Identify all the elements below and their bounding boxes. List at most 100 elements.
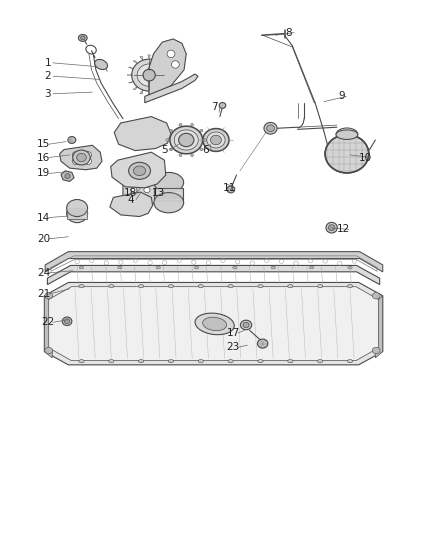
Ellipse shape [211,135,221,145]
Ellipse shape [258,339,268,348]
Polygon shape [61,171,74,181]
Ellipse shape [179,124,182,126]
Polygon shape [155,90,159,94]
Ellipse shape [79,285,84,288]
Ellipse shape [174,130,198,150]
Ellipse shape [288,285,293,288]
Ellipse shape [195,313,234,335]
Polygon shape [133,86,138,90]
Text: 6: 6 [203,144,209,155]
Polygon shape [128,67,134,69]
Polygon shape [148,39,186,96]
Ellipse shape [79,266,84,269]
Ellipse shape [203,317,226,330]
Polygon shape [49,287,378,361]
Text: 21: 21 [37,289,50,299]
Polygon shape [161,86,165,90]
Polygon shape [145,74,198,103]
Ellipse shape [318,285,323,288]
Ellipse shape [168,285,173,288]
Ellipse shape [267,125,275,132]
Ellipse shape [67,204,88,223]
Ellipse shape [191,124,194,126]
Ellipse shape [138,285,144,288]
Text: 16: 16 [37,152,50,163]
Ellipse shape [326,222,337,233]
Text: 10: 10 [359,152,372,163]
Ellipse shape [134,166,146,175]
Ellipse shape [258,360,263,363]
Ellipse shape [198,360,203,363]
Ellipse shape [72,158,79,165]
Ellipse shape [95,59,107,69]
Ellipse shape [131,196,137,201]
Ellipse shape [179,154,182,157]
Polygon shape [375,296,383,358]
Text: 23: 23 [226,342,240,352]
Ellipse shape [309,266,314,269]
Ellipse shape [336,130,358,140]
Ellipse shape [170,130,173,132]
Ellipse shape [144,179,150,184]
Text: 8: 8 [286,28,292,38]
Ellipse shape [166,139,169,141]
Ellipse shape [347,360,353,363]
Polygon shape [111,152,166,188]
Ellipse shape [219,102,226,108]
Polygon shape [47,265,380,285]
Ellipse shape [170,148,173,151]
Ellipse shape [179,133,194,147]
Polygon shape [44,296,52,358]
Text: 14: 14 [37,213,50,223]
Text: 19: 19 [37,168,50,179]
Polygon shape [44,282,383,365]
Text: 9: 9 [338,91,345,101]
Polygon shape [128,81,134,83]
Ellipse shape [131,179,137,184]
Ellipse shape [109,285,114,288]
Ellipse shape [372,293,380,299]
Ellipse shape [85,158,92,165]
Polygon shape [67,208,87,219]
Ellipse shape [67,199,88,216]
Ellipse shape [77,154,86,162]
Text: 1: 1 [45,58,51,68]
Polygon shape [123,176,158,204]
Ellipse shape [288,360,293,363]
Ellipse shape [264,123,277,134]
Ellipse shape [62,317,72,326]
Text: 24: 24 [37,268,50,278]
Text: 13: 13 [152,188,166,198]
Ellipse shape [243,322,249,328]
Text: 15: 15 [37,139,50,149]
Text: 20: 20 [37,234,50,244]
Ellipse shape [143,69,155,81]
Ellipse shape [72,152,79,158]
Text: 4: 4 [127,195,134,205]
Polygon shape [161,61,165,64]
Polygon shape [155,56,159,60]
Ellipse shape [228,360,233,363]
Ellipse shape [348,266,352,269]
Polygon shape [60,146,102,169]
Ellipse shape [228,285,233,288]
Ellipse shape [203,128,229,151]
Polygon shape [165,81,170,83]
Ellipse shape [144,187,150,192]
Ellipse shape [200,148,203,151]
Ellipse shape [168,360,173,363]
Ellipse shape [81,36,85,40]
Ellipse shape [137,64,161,86]
Ellipse shape [198,285,203,288]
Ellipse shape [154,172,184,192]
Polygon shape [148,55,150,59]
Ellipse shape [79,360,84,363]
Ellipse shape [64,319,70,324]
Polygon shape [154,188,183,203]
Polygon shape [165,67,170,69]
Ellipse shape [372,348,380,354]
Text: 18: 18 [124,188,138,198]
Ellipse shape [347,285,353,288]
Ellipse shape [144,196,150,201]
Ellipse shape [132,59,166,91]
